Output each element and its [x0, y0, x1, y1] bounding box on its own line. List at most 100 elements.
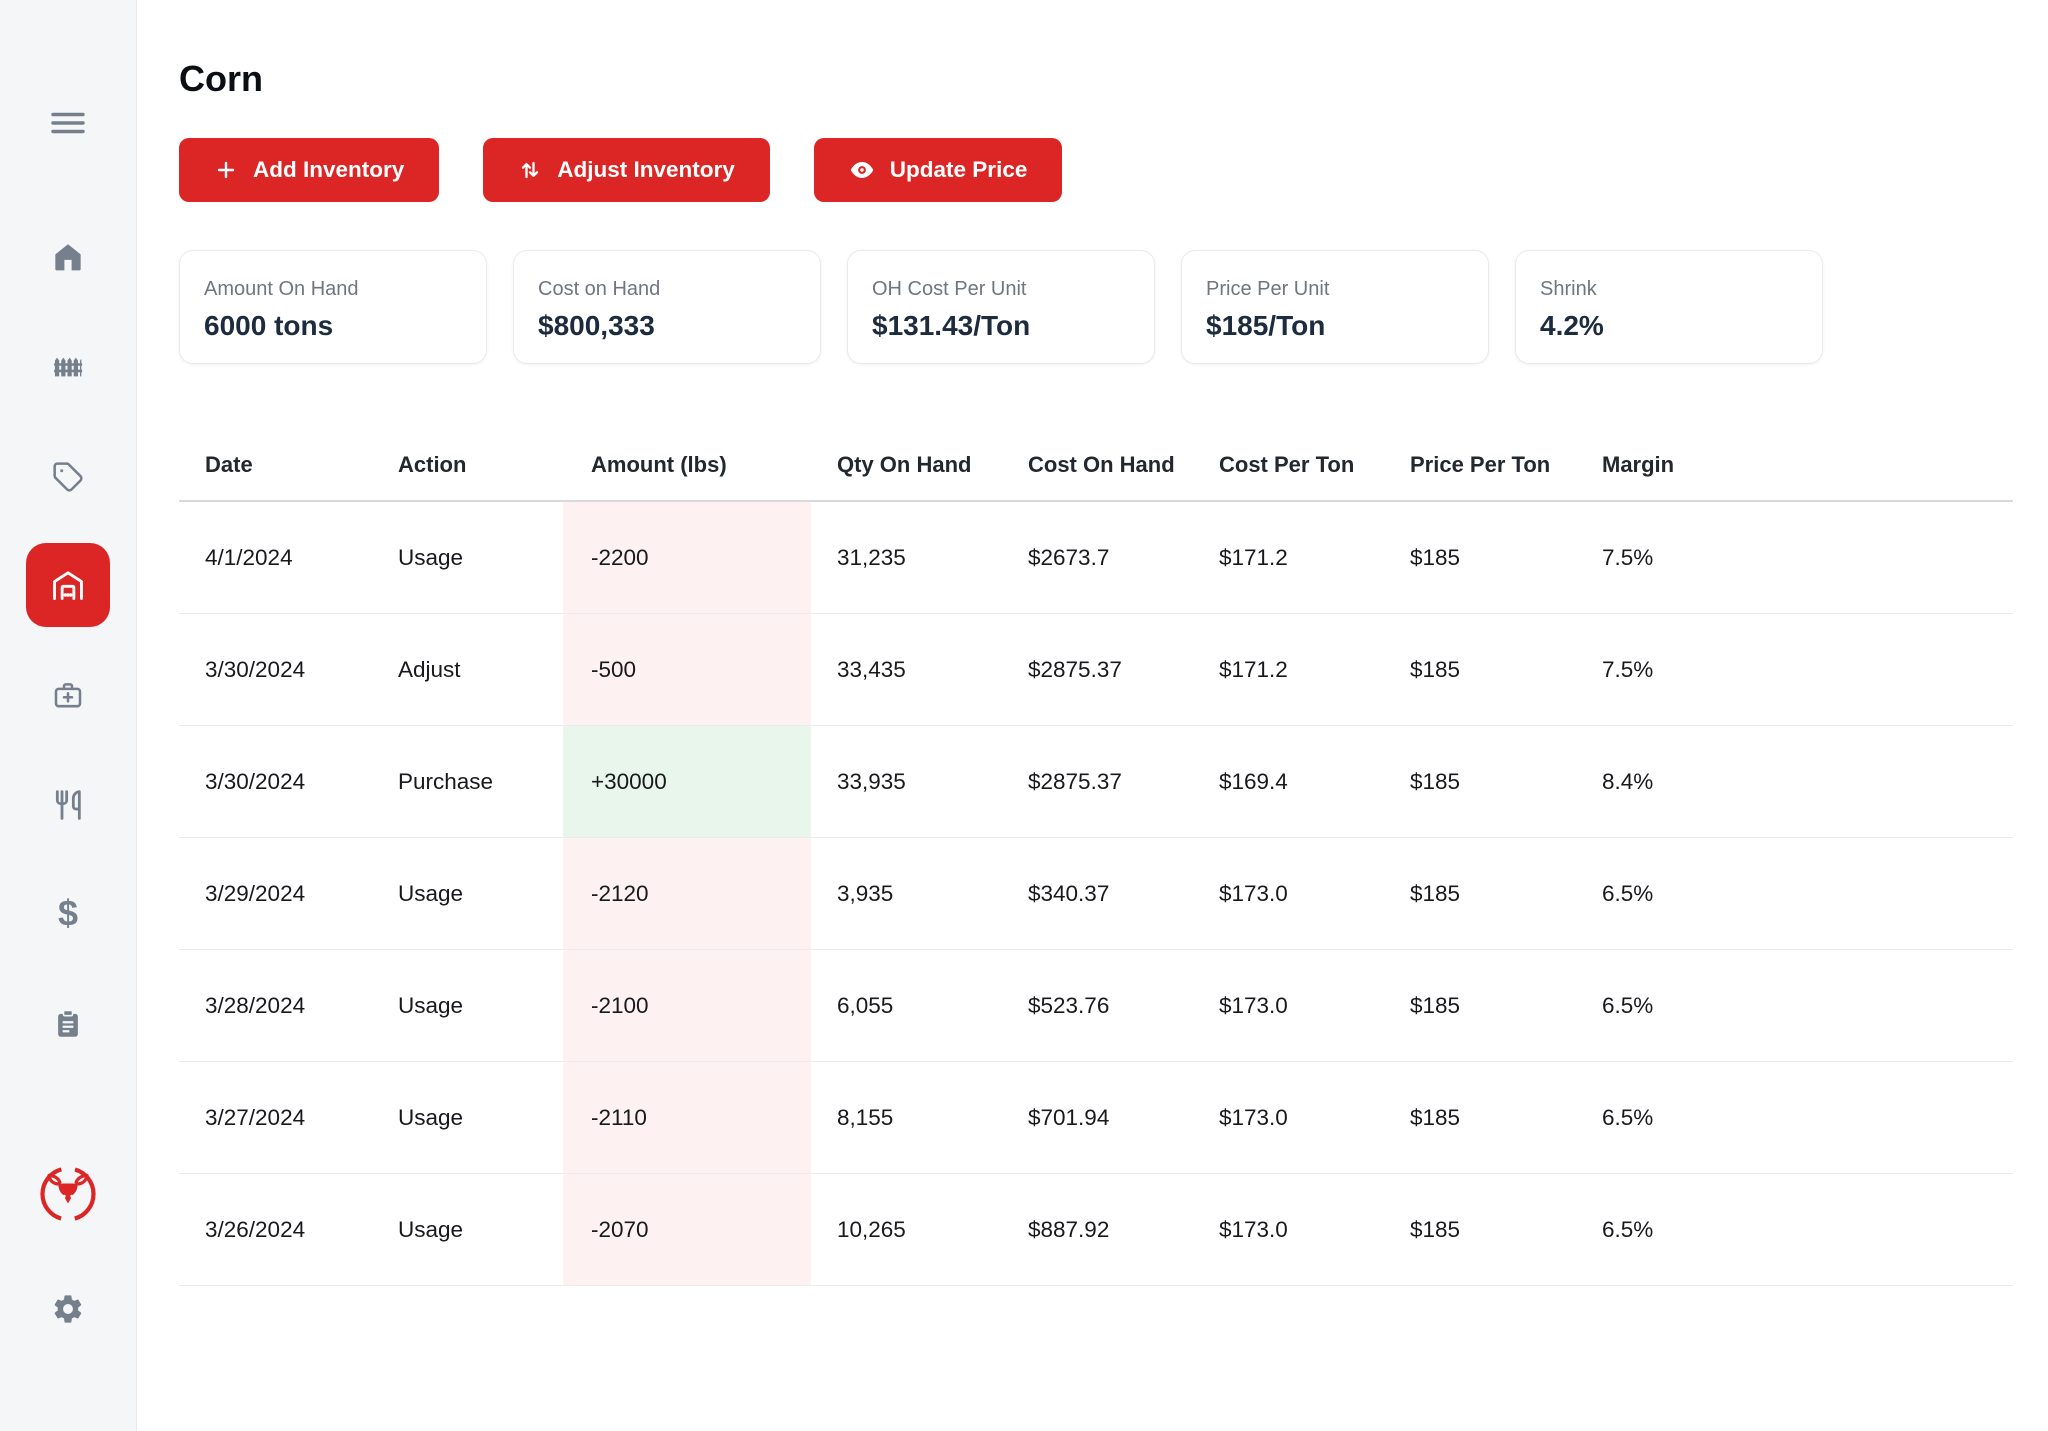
cell-date: 3/27/2024 [205, 1104, 306, 1130]
warehouse-icon [53, 571, 83, 600]
stat-value: 4.2% [1540, 310, 1604, 341]
cell-date: 3/29/2024 [205, 880, 306, 906]
cell-date: 4/1/2024 [205, 544, 293, 570]
column-header-amount: Amount (lbs) [591, 452, 727, 477]
cell-action: Purchase [398, 768, 494, 794]
sidebar-item-feed[interactable] [52, 789, 84, 821]
cell-cost-on-hand: $701.94 [1028, 1104, 1110, 1130]
plus-icon [217, 161, 235, 179]
stat-label: Amount On Hand [204, 278, 359, 300]
cell-amount: -2100 [563, 950, 811, 1061]
column-header-action: Action [398, 452, 467, 477]
cell-qty-on-hand: 33,435 [837, 656, 906, 682]
cell-qty-on-hand: 33,935 [837, 768, 906, 794]
cell-cost-per-ton: $171.2 [1219, 544, 1288, 570]
add-inventory-label: Add Inventory [253, 157, 405, 182]
brand-logo[interactable] [36, 1162, 100, 1226]
home-icon [55, 244, 81, 271]
column-header-margin: Margin [1602, 452, 1675, 477]
sidebar-item-reports[interactable] [52, 1008, 84, 1040]
cell-qty-on-hand: 3,935 [837, 880, 894, 906]
stat-label: Shrink [1540, 278, 1597, 300]
cell-qty-on-hand: 31,235 [837, 544, 906, 570]
cell-price-per-ton: $185 [1410, 544, 1461, 570]
table-row: 4/1/2024 Usage -2200 31,235 $2673.7 $171… [179, 502, 2013, 614]
gear-icon [54, 1295, 82, 1323]
cell-amount: +30000 [563, 726, 811, 837]
cell-cost-per-ton: $173.0 [1219, 1216, 1288, 1242]
cell-margin: 6.5% [1602, 1216, 1654, 1242]
sidebar-item-health[interactable] [52, 679, 84, 711]
cell-cost-on-hand: $523.76 [1028, 992, 1110, 1018]
cell-amount: -2070 [563, 1174, 811, 1285]
cell-price-per-ton: $185 [1410, 1104, 1461, 1130]
menu-toggle-button[interactable] [51, 111, 85, 135]
clipboard-icon [58, 1009, 78, 1037]
sidebar-item-home[interactable] [52, 241, 84, 273]
cell-cost-per-ton: $169.4 [1219, 768, 1288, 794]
bull-logo [40, 1166, 96, 1222]
cell-price-per-ton: $185 [1410, 1216, 1461, 1242]
cell-action: Usage [398, 544, 464, 570]
stat-label: Cost on Hand [538, 278, 661, 300]
cell-qty-on-hand: 8,155 [837, 1104, 894, 1130]
cell-margin: 7.5% [1602, 544, 1654, 570]
cell-cost-per-ton: $173.0 [1219, 880, 1288, 906]
cell-margin: 8.4% [1602, 768, 1654, 794]
sidebar-item-settings[interactable] [51, 1292, 85, 1326]
cell-action: Adjust [398, 656, 461, 682]
stat-label: Price Per Unit [1206, 278, 1330, 300]
cell-action: Usage [398, 1104, 464, 1130]
inventory-table: Date Action Amount (lbs) Qty On Hand Cos… [179, 430, 2013, 1286]
sidebar-item-tags[interactable] [52, 461, 84, 493]
column-header-date: Date [205, 452, 253, 477]
arrow-up-down-icon [522, 161, 539, 179]
column-header-price-per-ton: Price Per Ton [1410, 452, 1551, 477]
cell-cost-on-hand: $340.37 [1028, 880, 1110, 906]
page-title: Corn [179, 58, 263, 100]
table-row: 3/26/2024 Usage -2070 10,265 $887.92 $17… [179, 1174, 2013, 1286]
sidebar-item-fence[interactable] [52, 351, 84, 383]
table-header-row: Date Action Amount (lbs) Qty On Hand Cos… [179, 430, 2013, 502]
column-header-cost-on-hand: Cost On Hand [1028, 452, 1175, 477]
main-content: Corn Add Inventory Adjust Inventory Upda… [137, 0, 2048, 1431]
stat-value: 6000 tons [204, 310, 334, 341]
cell-margin: 6.5% [1602, 880, 1654, 906]
cell-qty-on-hand: 10,265 [837, 1216, 906, 1242]
cell-qty-on-hand: 6,055 [837, 992, 894, 1018]
stat-card-amount-on-hand: Amount On Hand 6000 tons [179, 250, 487, 364]
cell-date: 3/30/2024 [205, 656, 306, 682]
cell-price-per-ton: $185 [1410, 768, 1461, 794]
cell-action: Usage [398, 992, 464, 1018]
cell-cost-on-hand: $2875.37 [1028, 656, 1122, 682]
table-row: 3/29/2024 Usage -2120 3,935 $340.37 $173… [179, 838, 2013, 950]
column-header-qty-on-hand: Qty On Hand [837, 452, 972, 477]
sidebar: $ [0, 0, 137, 1431]
column-header-cost-per-ton: Cost Per Ton [1219, 452, 1355, 477]
cell-cost-per-ton: $173.0 [1219, 992, 1288, 1018]
cell-date: 3/30/2024 [205, 768, 306, 794]
dollar-icon: $ [58, 897, 78, 933]
adjust-inventory-button[interactable]: Adjust Inventory [483, 138, 770, 202]
fence-icon [54, 357, 83, 377]
svg-text:$: $ [58, 897, 78, 933]
table-body: 4/1/2024 Usage -2200 31,235 $2673.7 $171… [179, 502, 2013, 1286]
cell-action: Usage [398, 1216, 464, 1242]
cell-amount: -2110 [563, 1062, 811, 1173]
sidebar-item-inventory-active[interactable] [26, 543, 110, 627]
cell-cost-on-hand: $2673.7 [1028, 544, 1110, 570]
add-inventory-button[interactable]: Add Inventory [179, 138, 440, 202]
medkit-icon [54, 683, 82, 708]
stat-cards: Amount On Hand 6000 tons Cost on Hand $8… [179, 250, 1823, 364]
stat-card-price-per-unit: Price Per Unit $185/Ton [1181, 250, 1489, 364]
update-price-button[interactable]: Update Price [813, 138, 1063, 202]
cell-date: 3/26/2024 [205, 1216, 306, 1242]
stat-card-cost-on-hand: Cost on Hand $800,333 [513, 250, 821, 364]
cell-price-per-ton: $185 [1410, 880, 1461, 906]
sidebar-item-finance[interactable]: $ [52, 897, 84, 933]
adjust-inventory-label: Adjust Inventory [557, 157, 735, 182]
cell-margin: 7.5% [1602, 656, 1654, 682]
stat-label: OH Cost Per Unit [872, 278, 1027, 300]
stat-card-shrink: Shrink 4.2% [1515, 250, 1823, 364]
